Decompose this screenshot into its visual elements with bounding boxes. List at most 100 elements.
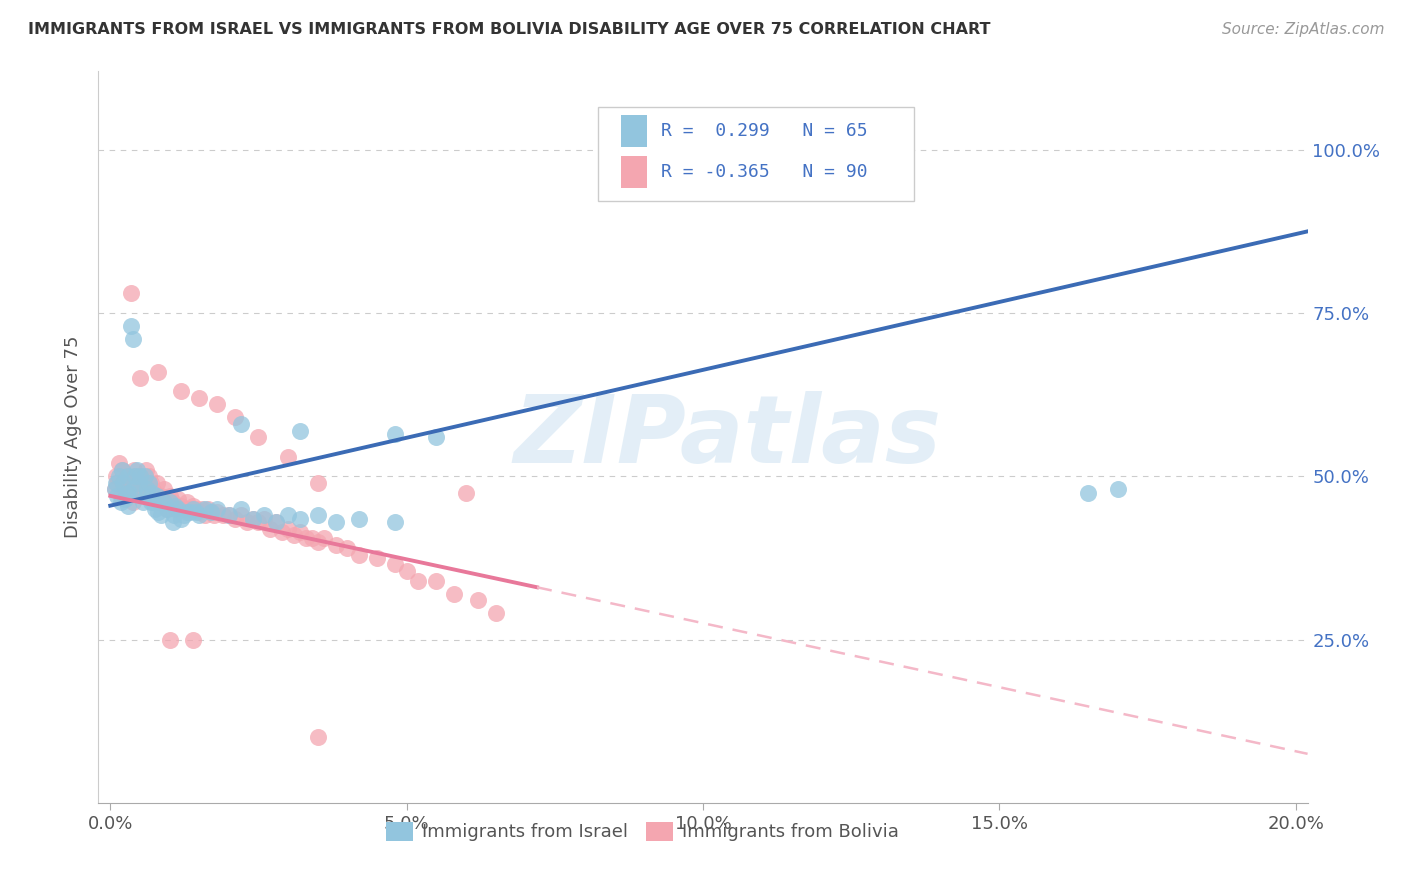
Point <box>110 495 132 509</box>
Point <box>165 502 187 516</box>
Point <box>307 475 329 490</box>
Point <box>179 505 201 519</box>
Point <box>347 512 370 526</box>
Point <box>425 430 447 444</box>
Point <box>128 483 150 497</box>
Point <box>1107 483 1129 497</box>
Point <box>229 502 252 516</box>
Point <box>288 424 311 438</box>
Point <box>149 508 172 523</box>
Point <box>218 508 240 523</box>
Point <box>117 485 139 500</box>
Point <box>188 508 211 523</box>
Point <box>242 512 264 526</box>
Point <box>143 485 166 500</box>
Point <box>229 417 252 431</box>
Point <box>117 469 139 483</box>
Point <box>259 521 281 535</box>
Point <box>136 483 159 497</box>
Point <box>124 469 146 483</box>
Point <box>136 483 159 497</box>
Point <box>253 508 276 523</box>
Point <box>283 528 305 542</box>
Point <box>288 524 311 539</box>
Point <box>181 499 204 513</box>
Point <box>142 495 165 509</box>
Point <box>141 485 163 500</box>
Point <box>134 469 156 483</box>
Point <box>104 483 127 497</box>
Point <box>194 502 217 516</box>
Point <box>125 475 148 490</box>
Point <box>253 512 276 526</box>
Point <box>141 483 163 497</box>
Point <box>366 550 388 565</box>
Point <box>301 531 323 545</box>
Point <box>454 485 477 500</box>
Point <box>114 492 136 507</box>
Point <box>218 508 240 523</box>
Point <box>139 475 162 490</box>
Point <box>202 508 225 523</box>
Point <box>146 495 169 509</box>
Point <box>108 456 131 470</box>
Point <box>155 502 177 516</box>
Point <box>132 475 155 490</box>
Point <box>295 531 318 545</box>
Point <box>173 502 195 516</box>
Point <box>152 483 174 497</box>
Point <box>384 558 406 572</box>
Point <box>128 475 150 490</box>
Point <box>467 593 489 607</box>
Text: R = -0.365   N = 90: R = -0.365 N = 90 <box>661 163 868 181</box>
Point <box>1077 485 1099 500</box>
Point <box>307 534 329 549</box>
Point <box>307 731 329 745</box>
Point <box>135 463 157 477</box>
Point <box>205 397 228 411</box>
Point <box>277 450 299 464</box>
Point <box>277 508 299 523</box>
Point <box>167 492 190 507</box>
Point <box>336 541 359 555</box>
Point <box>200 505 222 519</box>
Point <box>288 512 311 526</box>
Point <box>191 502 214 516</box>
Point <box>170 384 193 399</box>
Point <box>277 521 299 535</box>
Point <box>155 502 177 516</box>
Point <box>121 332 143 346</box>
Point <box>117 499 139 513</box>
Point <box>111 463 134 477</box>
Point <box>224 410 246 425</box>
Y-axis label: Disability Age Over 75: Disability Age Over 75 <box>65 335 83 539</box>
Point <box>181 632 204 647</box>
Point <box>105 489 128 503</box>
Point <box>176 505 198 519</box>
Point <box>108 469 131 483</box>
Point <box>384 426 406 441</box>
Point <box>120 319 142 334</box>
Point <box>170 499 193 513</box>
Point <box>247 430 270 444</box>
Point <box>186 505 208 519</box>
Point <box>143 502 166 516</box>
Point <box>159 495 181 509</box>
Point <box>395 564 418 578</box>
Point <box>312 531 335 545</box>
Point <box>325 538 347 552</box>
Point <box>197 502 219 516</box>
Point <box>104 483 127 497</box>
Point <box>163 508 186 523</box>
Point <box>159 632 181 647</box>
Point <box>139 495 162 509</box>
Point <box>105 475 128 490</box>
Legend: Immigrants from Israel, Immigrants from Bolivia: Immigrants from Israel, Immigrants from … <box>378 814 907 848</box>
Point <box>114 483 136 497</box>
Point <box>162 515 184 529</box>
Point <box>121 495 143 509</box>
Point <box>112 475 135 490</box>
Point <box>135 489 157 503</box>
Point <box>443 587 465 601</box>
Point <box>247 515 270 529</box>
